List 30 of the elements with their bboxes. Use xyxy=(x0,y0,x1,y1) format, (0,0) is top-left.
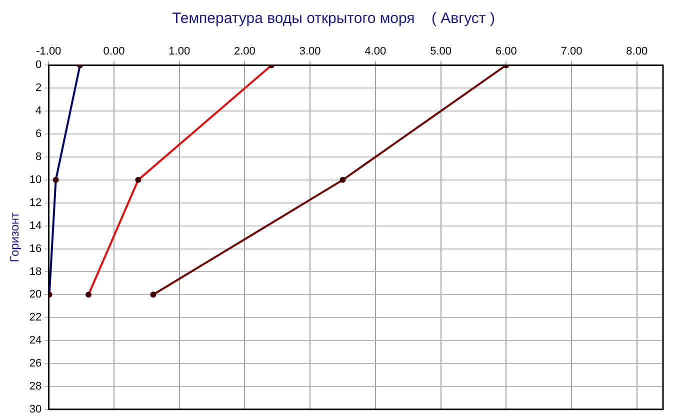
y-axis-title: Горизонт xyxy=(8,212,22,262)
y-tick-label: 12 xyxy=(29,196,42,209)
y-tick-label: 10 xyxy=(29,174,42,186)
y-tick-label: 4 xyxy=(36,105,42,118)
y-tick-label: 0 xyxy=(36,59,42,72)
x-tick-label: 7.00 xyxy=(560,46,582,58)
y-tick-label: 22 xyxy=(29,312,42,324)
chart-title: Температура воды открытого моря ( Август ) xyxy=(172,10,495,28)
x-tick-label: 0.00 xyxy=(103,46,125,58)
y-tick-label: 24 xyxy=(29,334,42,347)
y-tick-label: 26 xyxy=(29,358,42,370)
y-tick-label: 16 xyxy=(29,242,42,255)
point xyxy=(340,176,346,183)
x-tick-label: 2.00 xyxy=(234,46,256,58)
x-tick-label: 5.00 xyxy=(430,46,452,58)
y-tick-label: 14 xyxy=(29,220,42,232)
x-tick-label: 6.00 xyxy=(495,46,517,58)
y-tick-label: 28 xyxy=(29,380,42,392)
y-tick-label: 20 xyxy=(29,288,42,301)
y-tick-label: 8 xyxy=(36,151,42,164)
y-tick-label: 6 xyxy=(36,128,42,140)
x-tick-label: 1.00 xyxy=(168,46,190,58)
x-tick-label: 3.00 xyxy=(299,46,321,58)
y-tick-label: 30 xyxy=(29,403,42,416)
x-tick-label: 8.00 xyxy=(626,46,648,58)
x-tick-label: -1.00 xyxy=(36,46,62,58)
y-tick-label: 2 xyxy=(36,82,42,94)
y-tick-label: 18 xyxy=(29,266,42,278)
point xyxy=(150,292,156,298)
x-tick-label: 4.00 xyxy=(364,46,386,58)
